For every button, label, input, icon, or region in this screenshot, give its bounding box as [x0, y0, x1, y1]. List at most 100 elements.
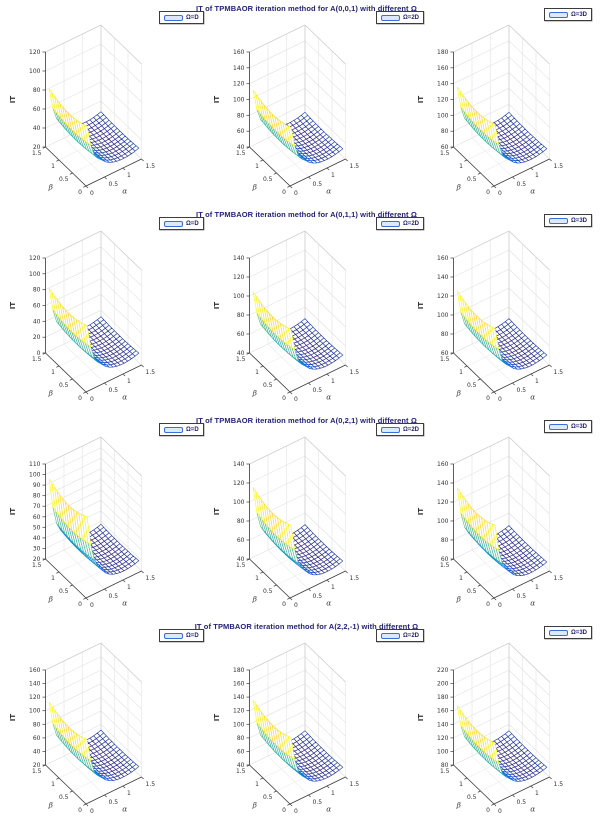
z-axis-label: IT: [9, 302, 17, 310]
plot-title-row-2: IT of TPMBAOR iteration method for A(0,1…: [196, 210, 417, 219]
x-tick-label: 0.5: [109, 593, 119, 600]
plot-line: [549, 776, 552, 780]
plot-line: [249, 656, 306, 684]
plot-line: [453, 230, 510, 259]
plot-line: [85, 185, 89, 189]
z-tick-label: 200: [437, 681, 449, 688]
plot-line: [141, 158, 144, 162]
surface-plot-r4c2: 40 60 80 100 120 140 160 180 0 0.5 1 1.5 0 0.5 1 1.5 IT α…: [204, 642, 408, 820]
plot-line: [508, 512, 550, 553]
z-axis-label: IT: [213, 714, 221, 722]
y-tick-label: 1.5: [236, 150, 246, 157]
plot-line: [304, 697, 346, 737]
plot-line: [246, 146, 250, 149]
z-tick-label: 60: [237, 128, 245, 135]
z-tick-label: 120: [29, 49, 41, 56]
plot-line: [453, 146, 495, 187]
plot-line: [508, 683, 550, 723]
plot-line: [304, 40, 346, 81]
z-tick-label: 140: [233, 694, 245, 701]
plot-line: [100, 710, 142, 751]
plot-line: [45, 62, 102, 91]
x-tick-label: 1.5: [146, 163, 156, 170]
plot-line: [83, 391, 87, 394]
z-tick-label: 120: [437, 735, 449, 742]
z-tick-label: 120: [29, 694, 41, 701]
z-tick-label: 100: [233, 499, 245, 506]
plot-line: [260, 777, 264, 780]
legend-row-2-omega-3D: Ω=3D: [544, 214, 592, 227]
surface-plot-canvas: 60 80 100 120 140 160 0 0.5 1 1.5 0 0.5 1 1.5 IT α β: [417, 436, 563, 609]
z-tick-label: 60: [33, 735, 41, 742]
y-tick-label: 0: [486, 395, 490, 402]
x-tick-label: 0.5: [109, 799, 119, 806]
x-tick-label: 1.5: [146, 781, 156, 788]
y-axis-label: β: [252, 595, 258, 604]
x-tick-label: 0: [90, 190, 94, 197]
plot-line: [246, 558, 250, 561]
plot-line: [304, 455, 346, 496]
x-axis-label: α: [122, 187, 127, 196]
z-tick-label: 60: [441, 556, 449, 563]
z-tick-label: 160: [233, 681, 245, 688]
plot-line: [508, 40, 550, 81]
surface-plot-r2c2: 40 60 80 100 120 140 0 0.5 1 1.5 0 0.5 1 1.5 IT α β: [204, 230, 408, 408]
plot-line: [304, 656, 346, 696]
x-tick-label: 0: [498, 396, 502, 403]
plot-line: [85, 391, 89, 395]
y-tick-label: 1: [51, 781, 55, 788]
plot-line: [508, 306, 550, 347]
plot-line: [549, 364, 552, 368]
plot-line: [453, 40, 510, 69]
z-tick-label: 60: [441, 350, 449, 357]
plot-line: [453, 56, 510, 84]
z-tick-label: 80: [237, 518, 245, 525]
legend-row-4-omega-2D: Ω=2D: [376, 629, 424, 642]
plot-line: [453, 352, 495, 393]
legend-surface-patch-icon: [381, 14, 400, 21]
z-tick-label: 80: [33, 721, 41, 728]
plot-line: [289, 158, 346, 187]
x-tick-label: 1: [331, 172, 335, 179]
plot-line: [345, 776, 348, 780]
x-tick-label: 0.5: [313, 387, 323, 394]
plot-line: [56, 571, 60, 574]
plot-line: [249, 56, 306, 84]
surface-plot-r3c1: 20 30 40 50 60 70 80 90 100 110 0 0.5 1 1.5 0 0.5 1 1.5 IT…: [0, 436, 204, 614]
y-tick-label: 0.5: [263, 176, 273, 183]
y-tick-label: 1: [459, 781, 463, 788]
plot-line: [104, 176, 107, 180]
plot-line: [100, 457, 142, 498]
y-tick-label: 0: [282, 395, 286, 402]
plot-line: [45, 436, 102, 465]
plot-line: [45, 43, 102, 72]
plot-line: [100, 62, 142, 103]
plot-line: [453, 436, 510, 465]
legend-surface-patch-icon: [381, 632, 400, 639]
legend-surface-patch-icon: [549, 423, 568, 430]
plot-line: [477, 378, 481, 381]
plot-line: [450, 558, 454, 561]
x-tick-label: 0: [90, 602, 94, 609]
plot-line: [249, 669, 306, 698]
plot-line: [63, 549, 105, 590]
plot-line: [249, 642, 306, 671]
z-tick-label: 20: [33, 334, 41, 341]
x-axis-label: α: [122, 393, 127, 402]
surface-plot-r2c1: 0 20 40 60 80 100 120 0 0.5 1 1.5 0 0.5 1 1.5 IT α β: [0, 230, 204, 408]
plot-line: [289, 570, 346, 599]
plot-line: [249, 24, 306, 53]
plot-line: [508, 697, 550, 737]
plot-line: [63, 755, 105, 796]
x-tick-label: 1.5: [146, 575, 156, 582]
z-tick-label: 100: [437, 112, 449, 119]
plot-line: [56, 777, 60, 780]
plot-line: [85, 776, 142, 805]
x-tick-label: 1.5: [554, 369, 564, 376]
x-axis-label: α: [326, 599, 331, 608]
y-tick-label: 0.5: [59, 588, 69, 595]
y-tick-label: 0: [78, 601, 82, 608]
z-tick-label: 40: [237, 762, 245, 769]
z-tick-label: 60: [237, 537, 245, 544]
y-axis-label: β: [456, 389, 462, 398]
